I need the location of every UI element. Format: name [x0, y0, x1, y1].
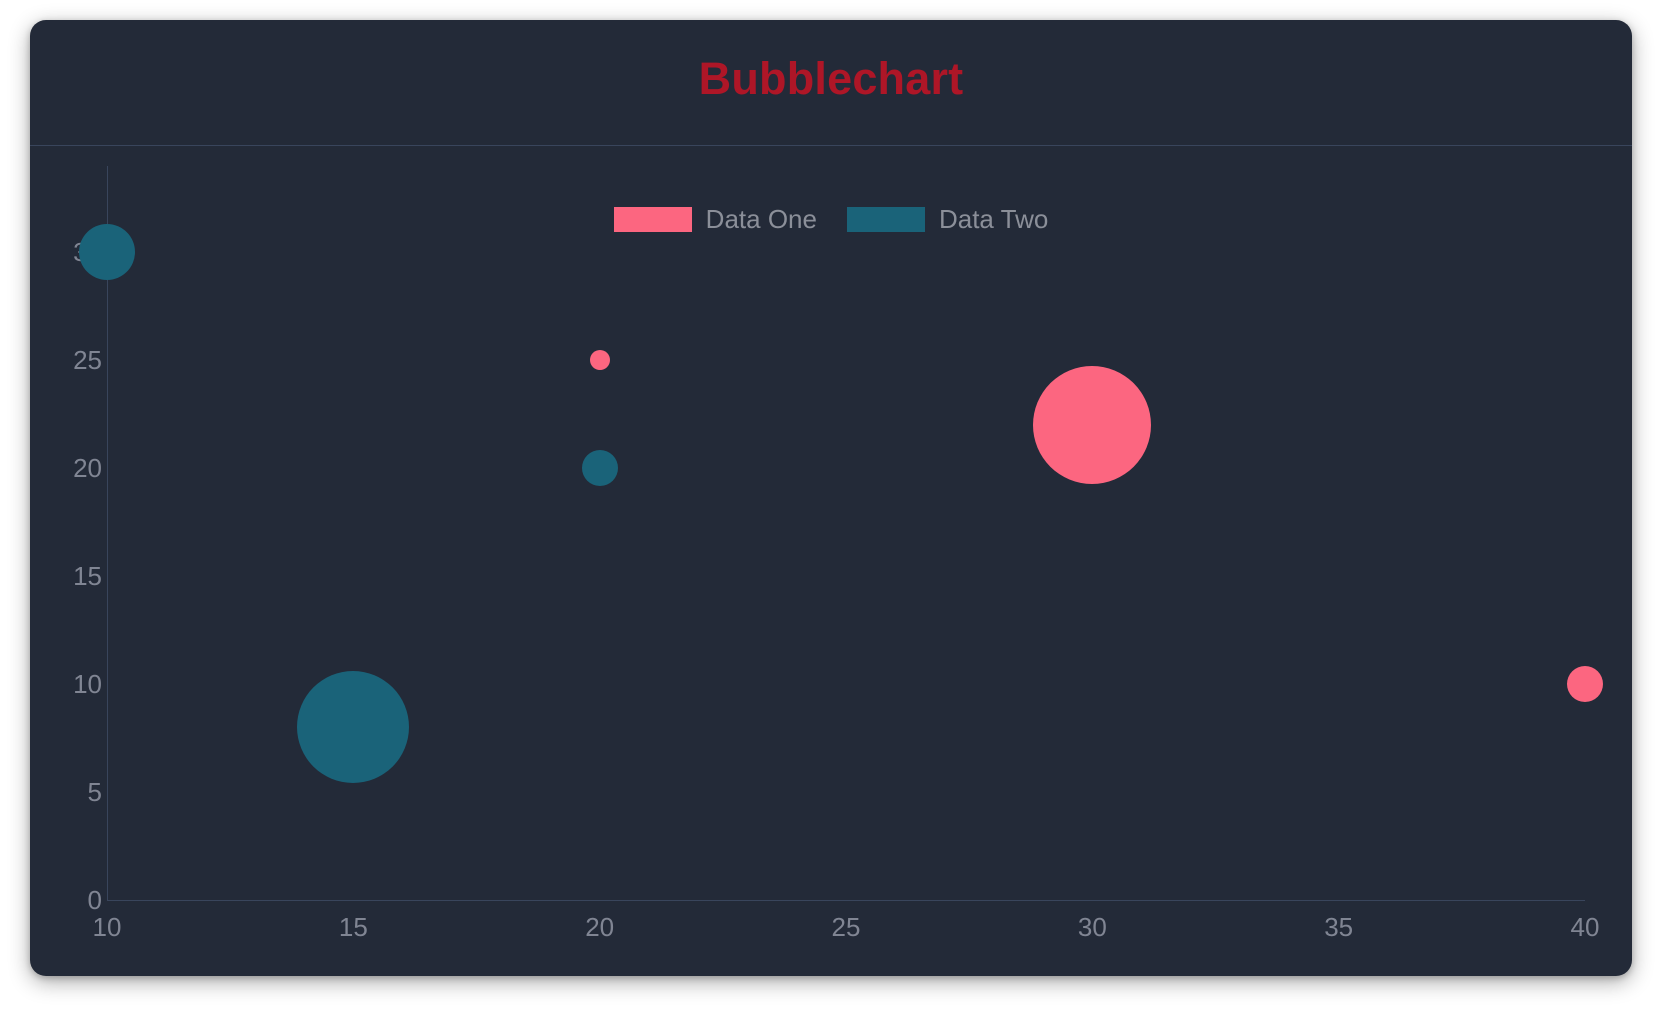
y-axis-tick-label: 20	[73, 453, 102, 483]
bubble-data-one-2[interactable]	[1567, 666, 1603, 702]
y-axis-tick-label: 25	[73, 345, 102, 375]
y-axis-line	[107, 166, 108, 900]
x-axis-tick-label: 20	[585, 912, 615, 942]
y-axis-tick-label: 10	[73, 669, 102, 699]
bubble-data-two-2[interactable]	[297, 671, 410, 784]
plot-area	[30, 146, 1632, 976]
x-axis-tick-label: 25	[831, 912, 861, 942]
bubble-data-two-1[interactable]	[581, 450, 618, 486]
x-axis-tick-label: 15	[338, 912, 368, 942]
bubble-data-one-1[interactable]	[1033, 365, 1152, 484]
x-axis-line	[107, 900, 1585, 901]
y-axis-tick-label: 0	[87, 885, 102, 915]
card-header: Bubblechart	[30, 20, 1632, 146]
page-title: Bubblechart	[698, 53, 964, 104]
x-axis-tick-label: 30	[1077, 912, 1107, 942]
y-axis-tick-label: 15	[73, 561, 102, 591]
x-axis-tick-label: 10	[92, 912, 122, 942]
bubble-data-one-0[interactable]	[589, 350, 610, 370]
x-axis-tick-label: 40	[1570, 912, 1600, 942]
bubble-data-two-0[interactable]	[79, 224, 135, 280]
x-axis-tick-label: 35	[1324, 912, 1354, 942]
y-axis-tick-label: 5	[87, 777, 102, 807]
